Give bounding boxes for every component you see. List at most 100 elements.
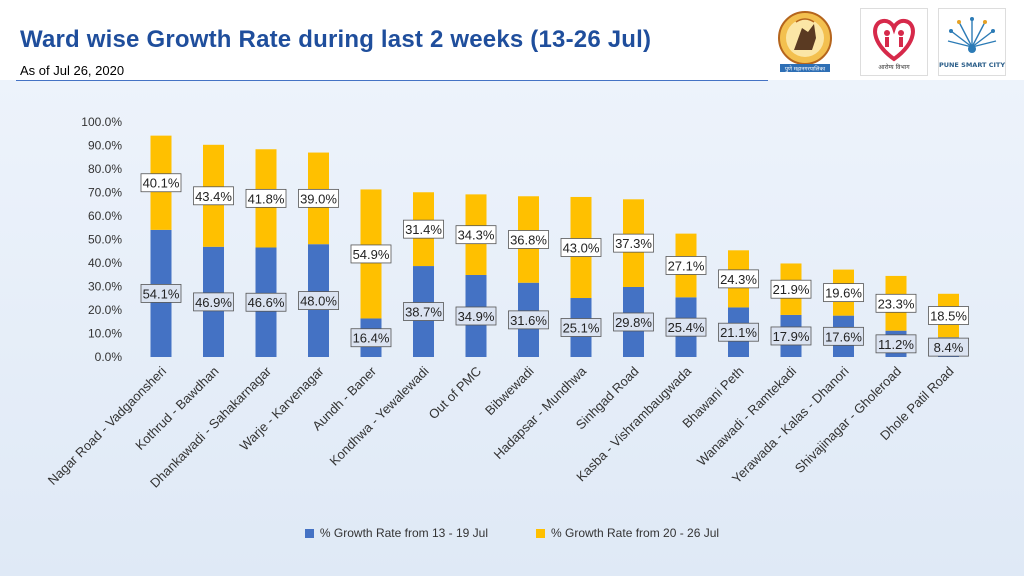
data-label-box-week2 — [140, 173, 182, 193]
legend-swatch-week1 — [304, 528, 314, 538]
data-label-week2: 31.4% — [405, 222, 442, 237]
bars: 54.1% 40.1% 46.9% 43.4% 46.6% 41.8% 48.0% 39.0%… — [140, 135, 969, 357]
y-tick-label: 0.0% — [95, 350, 123, 364]
data-label-box-week1 — [770, 326, 812, 346]
x-category-label: Bibwewadi — [482, 363, 537, 418]
data-label-box-week1 — [928, 337, 969, 357]
x-category-label: Shivajinagar - Gholeroad — [792, 364, 904, 476]
data-label-week1: 25.1% — [563, 321, 600, 336]
data-label-box-week2 — [403, 219, 444, 239]
health-dept-emblem-text: आरोग्य विभाग — [878, 63, 910, 71]
x-category-label: Hadapsar - Mundhwa — [491, 363, 590, 462]
data-label-box-week2 — [928, 306, 969, 325]
data-label-box-week2 — [665, 256, 707, 275]
legend-item-week1: % Growth Rate from 13 - 19 Jul — [304, 526, 488, 540]
data-label-week2: 41.8% — [248, 191, 285, 206]
data-label-box-week1 — [665, 317, 707, 337]
data-label-box-week2 — [508, 230, 549, 249]
y-tick-label: 30.0% — [88, 280, 122, 294]
y-tick-label: 10.0% — [88, 327, 122, 341]
pune-smart-city-logo: PUNE SMART CITY — [938, 8, 1006, 76]
y-axis: 0.0% 10.0% 20.0% 30.0% 40.0% 50.0% 60.0% 70.0% 8… — [81, 115, 122, 364]
data-label-week2: 21.9% — [773, 282, 810, 297]
data-label-week2: 39.0% — [300, 191, 337, 206]
data-label-week1: 38.7% — [405, 305, 442, 320]
pune-smart-city-text: PUNE SMART CITY — [939, 61, 1005, 69]
data-label-week1: 46.6% — [248, 295, 285, 310]
data-label-week2: 24.3% — [720, 272, 757, 287]
stacked-bar-chart: 0.0% 10.0% 20.0% 30.0% 40.0% 50.0% 60.0% 70.0% 8… — [45, 115, 969, 491]
data-label-box-week2 — [770, 279, 812, 299]
data-label-week1: 46.9% — [195, 295, 232, 310]
legend-swatch-week2 — [536, 528, 545, 538]
data-label-box-week2 — [350, 244, 392, 264]
data-label-week2: 19.6% — [825, 286, 862, 301]
health-dept-emblem-logo: आरोग्य विभाग — [860, 8, 928, 76]
data-label-box-week1 — [875, 334, 917, 354]
y-tick-label: 100.0% — [81, 115, 122, 129]
data-label-week1: 48.0% — [300, 294, 337, 309]
data-label-box-week2 — [823, 283, 864, 303]
data-label-week1: 8.4% — [934, 340, 964, 355]
legend-label-week1: % Growth Rate from 13 - 19 Jul — [319, 526, 488, 540]
legend-label-week2: % Growth Rate from 20 - 26 Jul — [551, 526, 720, 540]
data-label-box-week2 — [298, 188, 339, 208]
data-label-box-week1 — [193, 292, 234, 312]
data-label-box-week2 — [718, 269, 759, 289]
data-label-week2: 54.9% — [353, 247, 390, 262]
legend-item-week2: % Growth Rate from 20 - 26 Jul — [536, 526, 719, 540]
pmc-emblem-text: पुणे महानगरपालिका — [785, 66, 826, 73]
chart-legend: % Growth Rate from 13 - 19 Jul % Growth … — [0, 526, 1024, 540]
data-label-week1: 34.9% — [458, 309, 495, 324]
chart-title: Ward wise Growth Rate during last 2 week… — [20, 26, 652, 53]
data-label-box-week2 — [455, 225, 497, 245]
y-tick-label: 90.0% — [88, 139, 122, 153]
data-label-week2: 23.3% — [878, 296, 915, 311]
data-label-box-week1 — [298, 291, 339, 311]
data-label-week1: 21.1% — [720, 325, 757, 340]
data-label-week2: 40.1% — [143, 176, 180, 191]
y-tick-label: 80.0% — [88, 162, 122, 176]
data-label-box-week1 — [350, 328, 392, 348]
data-label-box-week1 — [560, 318, 602, 337]
x-category-label: Wanawadi - Ramtekadi — [694, 363, 799, 468]
header-divider — [16, 80, 768, 81]
data-label-box-week2 — [193, 186, 234, 206]
data-label-box-week1 — [140, 284, 182, 303]
data-label-box-week2 — [560, 238, 602, 257]
data-label-box-week1 — [508, 310, 549, 330]
data-label-week2: 43.4% — [195, 189, 232, 204]
data-label-week2: 18.5% — [930, 309, 967, 324]
y-tick-label: 60.0% — [88, 209, 122, 223]
data-label-box-week1 — [613, 312, 654, 332]
data-label-week1: 16.4% — [353, 331, 390, 346]
y-tick-label: 20.0% — [88, 303, 122, 317]
data-label-box-week1 — [245, 292, 287, 312]
data-label-box-week2 — [613, 233, 654, 253]
data-label-box-week1 — [403, 302, 444, 321]
data-label-week2: 27.1% — [668, 258, 705, 273]
data-label-week1: 54.1% — [143, 286, 180, 301]
pmc-emblem-logo: पुणे महानगरपालिका — [778, 11, 832, 73]
data-label-week1: 29.8% — [615, 315, 652, 330]
data-label-box-week1 — [455, 306, 497, 326]
chart-subtitle: As of Jul 26, 2020 — [20, 63, 125, 78]
data-label-week2: 37.3% — [615, 236, 652, 251]
data-label-week2: 34.3% — [458, 228, 495, 243]
data-label-week1: 17.6% — [825, 329, 862, 344]
data-label-box-week1 — [823, 326, 864, 346]
data-label-week1: 31.6% — [510, 313, 547, 328]
data-label-box-week2 — [245, 188, 287, 208]
data-label-box-week1 — [718, 322, 759, 342]
data-label-week1: 17.9% — [773, 329, 810, 344]
data-label-box-week2 — [875, 293, 917, 313]
data-label-week1: 11.2% — [878, 337, 914, 352]
y-tick-label: 50.0% — [88, 233, 122, 247]
y-tick-label: 40.0% — [88, 256, 122, 270]
y-tick-label: 70.0% — [88, 186, 122, 200]
data-label-week2: 36.8% — [510, 233, 547, 248]
data-label-week1: 25.4% — [668, 320, 705, 335]
x-category-label: Kondhwa - Yewalewadi — [326, 363, 431, 468]
data-label-week2: 43.0% — [563, 240, 600, 255]
